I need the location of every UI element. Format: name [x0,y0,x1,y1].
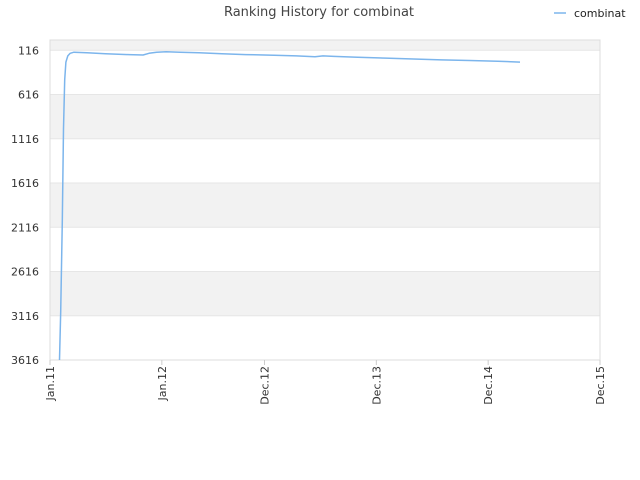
plot-band [50,40,600,51]
y-tick-label: 1116 [11,133,39,146]
y-tick-label: 116 [18,44,39,57]
series-line [58,50,521,361]
y-axis: 116 616 1116 1616 2116 2616 3116 3616 [11,44,39,367]
plot-band [50,183,600,228]
plot-band [50,271,600,316]
plot-bands [50,40,600,316]
y-tick-label: 616 [18,89,39,102]
y-tick-label: 3116 [11,310,39,323]
x-axis: Jan.11 Jan.12 Dec.12 Dec.13 Dec.14 Dec.15 [44,360,607,405]
x-tick-label: Dec.13 [370,366,383,405]
legend[interactable]: combinat [554,7,626,20]
y-tick-label: 1616 [11,177,39,190]
x-tick-label: Dec.14 [482,366,495,405]
y-tick-label: 2616 [11,266,39,279]
x-tick-label: Dec.15 [594,366,607,405]
y-tick-label: 2116 [11,221,39,234]
plot-band [50,94,600,139]
x-tick-label: Dec.12 [258,366,271,405]
x-tick-label: Jan.12 [156,366,169,401]
x-tick-label: Jan.11 [44,366,57,401]
plot-border [49,39,601,361]
legend-label: combinat [574,7,626,20]
chart-title: Ranking History for combinat [224,5,414,20]
y-tick-label: 3616 [11,354,39,367]
series-layer [58,50,521,361]
